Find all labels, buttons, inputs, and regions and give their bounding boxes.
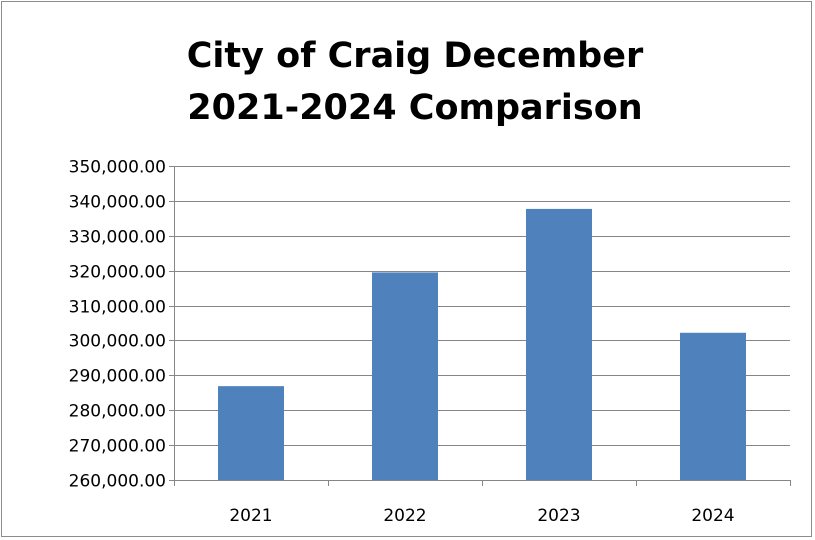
bar: [218, 386, 284, 480]
bars: [218, 209, 746, 480]
bar: [372, 272, 438, 480]
bar: [680, 333, 746, 480]
x-tick-label: 2024: [691, 506, 734, 526]
y-tick-labels: 260,000.00 270,000.00 280,000.00 290,000.00…: [69, 158, 166, 492]
y-tick-label: 270,000.00: [69, 437, 166, 457]
y-tick-label: 340,000.00: [69, 193, 166, 213]
y-tick-label: 350,000.00: [69, 158, 166, 178]
y-tick-label: 310,000.00: [69, 298, 166, 318]
x-tick-labels: 2021 2022 2023 2024: [229, 506, 734, 526]
x-tick-label: 2021: [229, 506, 272, 526]
bar: [526, 209, 592, 480]
y-tick-label: 300,000.00: [69, 332, 166, 352]
y-tick-label: 260,000.00: [69, 472, 166, 492]
y-tick-label: 290,000.00: [69, 367, 166, 387]
x-tick-label: 2023: [537, 506, 580, 526]
y-tick-label: 330,000.00: [69, 228, 166, 248]
y-tick-label: 320,000.00: [69, 263, 166, 283]
y-tick-label: 280,000.00: [69, 402, 166, 422]
x-tick-label: 2022: [383, 506, 426, 526]
